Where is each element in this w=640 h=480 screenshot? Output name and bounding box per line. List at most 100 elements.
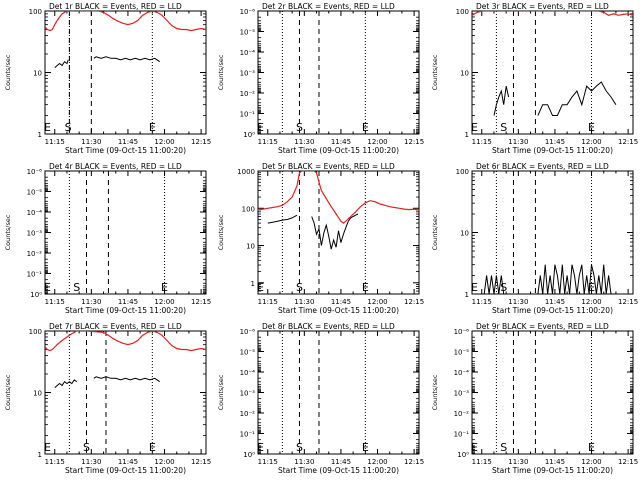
panel-title: Det 6r BLACK = Events, RED = LLD: [476, 162, 609, 171]
y-axis-title: Counts/sec: [217, 54, 225, 90]
y-tick-label: 10⁻²: [454, 410, 470, 418]
y-tick-label: 10⁻⁵: [454, 349, 470, 357]
x-tick-label: 11:30: [81, 298, 101, 306]
y-tick-label: 1000: [237, 168, 255, 176]
detector-panel-4: Det 4r BLACK = Events, RED = LLD 10⁰ 10⁻¹ 1…: [4, 162, 211, 315]
y-axis-title: Counts/sec: [4, 214, 12, 250]
x-tick-label: 12:15: [404, 458, 424, 466]
panel-title: Det 3r BLACK = Events, RED = LLD: [476, 2, 609, 11]
marker-e: E: [149, 441, 156, 454]
x-tick-label: 11:15: [258, 138, 278, 146]
marker-e: E: [471, 441, 478, 454]
y-tick-label: 100: [456, 168, 469, 176]
x-axis-title: Start Time (09-Oct-15 11:00:20): [278, 146, 399, 155]
events-series-line: [483, 275, 505, 294]
y-axis-title: Counts/sec: [217, 374, 225, 410]
plot-area: [483, 264, 612, 294]
y-tick-label: 10⁻⁶: [27, 168, 43, 176]
lld-series-line: [258, 171, 419, 224]
lld-series-line: [45, 331, 206, 352]
detector-panel-5: Det 5r BLACK = Events, RED = LLD 1 10 100 10…: [217, 162, 424, 315]
y-tick-label: 10: [246, 243, 255, 251]
marker-s: S: [500, 441, 507, 454]
y-axis-title: Counts/sec: [4, 54, 12, 90]
panel-title: Det 1r BLACK = Events, RED = LLD: [49, 2, 182, 11]
marker-s: S: [296, 121, 303, 134]
marker-e: E: [149, 121, 156, 134]
detector-panel-9: Det 9r BLACK = Events, RED = LLD 10⁰ 10⁻¹ 1…: [431, 322, 638, 475]
plot-area: [472, 11, 633, 116]
marker-e: E: [257, 281, 264, 294]
y-axis-title: Counts/sec: [217, 214, 225, 250]
lld-series-line: [45, 11, 206, 32]
panel-title: Det 8r BLACK = Events, RED = LLD: [262, 322, 395, 331]
marker-e: E: [44, 441, 51, 454]
x-axis-title: Start Time (09-Oct-15 11:00:20): [492, 466, 613, 475]
marker-s: S: [296, 281, 303, 294]
y-tick-label: 10⁻³: [240, 70, 256, 78]
marker-e: E: [588, 121, 595, 134]
panel-title: Det 4r BLACK = Events, RED = LLD: [49, 162, 182, 171]
y-tick-label: 10⁰: [30, 291, 42, 299]
marker-e: E: [161, 281, 168, 294]
marker-e: E: [588, 281, 595, 294]
y-tick-label: 10⁻³: [454, 390, 470, 398]
events-series-line: [93, 56, 160, 63]
events-series-line: [267, 214, 298, 224]
panel-title: Det 2r BLACK = Events, RED = LLD: [262, 2, 395, 11]
x-tick-label: 11:45: [545, 458, 565, 466]
y-tick-label: 1: [38, 131, 42, 139]
x-tick-label: 11:45: [118, 298, 138, 306]
x-tick-label: 12:15: [404, 138, 424, 146]
x-tick-label: 12:15: [404, 298, 424, 306]
y-tick-label: 10⁻⁴: [27, 209, 43, 217]
x-tick-label: 11:15: [258, 458, 278, 466]
x-tick-label: 12:00: [581, 138, 601, 146]
x-tick-label: 11:30: [508, 138, 528, 146]
plot-area: [45, 11, 206, 68]
x-tick-label: 11:45: [545, 298, 565, 306]
marker-e: E: [362, 281, 369, 294]
marker-e: E: [588, 441, 595, 454]
y-tick-label: 100: [456, 8, 469, 16]
x-axis-title: Start Time (09-Oct-15 11:00:20): [492, 146, 613, 155]
x-tick-label: 11:45: [331, 458, 351, 466]
events-series-line: [54, 59, 69, 68]
y-tick-label: 100: [242, 205, 255, 213]
x-tick-label: 12:15: [191, 458, 211, 466]
x-tick-label: 11:15: [45, 298, 65, 306]
y-tick-label: 10: [460, 70, 469, 78]
x-tick-label: 12:15: [618, 458, 638, 466]
y-tick-label: 10⁻³: [27, 230, 43, 238]
y-tick-label: 10⁻⁶: [240, 8, 256, 16]
y-tick-label: 10⁰: [457, 451, 469, 459]
detector-panel-3: Det 3r BLACK = Events, RED = LLD 1 10 100 11…: [431, 2, 638, 155]
x-tick-label: 11:30: [294, 458, 314, 466]
plot-frame: [257, 170, 420, 295]
x-tick-label: 12:00: [367, 298, 387, 306]
events-series-line: [93, 376, 160, 383]
panel-title: Det 5r BLACK = Events, RED = LLD: [262, 162, 395, 171]
x-tick-label: 11:30: [508, 298, 528, 306]
x-axis-title: Start Time (09-Oct-15 11:00:20): [492, 306, 613, 315]
y-tick-label: 10⁰: [243, 451, 255, 459]
y-tick-label: 10⁻⁶: [454, 328, 470, 336]
marker-s: S: [83, 441, 90, 454]
x-tick-label: 11:45: [118, 458, 138, 466]
x-tick-label: 11:30: [81, 458, 101, 466]
x-tick-label: 11:45: [331, 138, 351, 146]
detector-panel-6: Det 6r BLACK = Events, RED = LLD 1 10 100 11…: [431, 162, 638, 315]
y-tick-label: 100: [29, 8, 42, 16]
x-tick-label: 11:15: [472, 458, 492, 466]
x-tick-label: 12:00: [154, 138, 174, 146]
plot-area: [258, 171, 419, 250]
panel-title: Det 7r BLACK = Events, RED = LLD: [49, 322, 182, 331]
marker-s: S: [500, 121, 507, 134]
x-tick-label: 11:45: [331, 298, 351, 306]
y-tick-label: 10⁻¹: [240, 431, 256, 439]
y-tick-label: 1: [465, 291, 469, 299]
y-tick-label: 10⁻³: [240, 390, 256, 398]
y-axis-title: Counts/sec: [431, 374, 439, 410]
x-tick-label: 11:30: [294, 298, 314, 306]
y-tick-label: 10: [33, 70, 42, 78]
